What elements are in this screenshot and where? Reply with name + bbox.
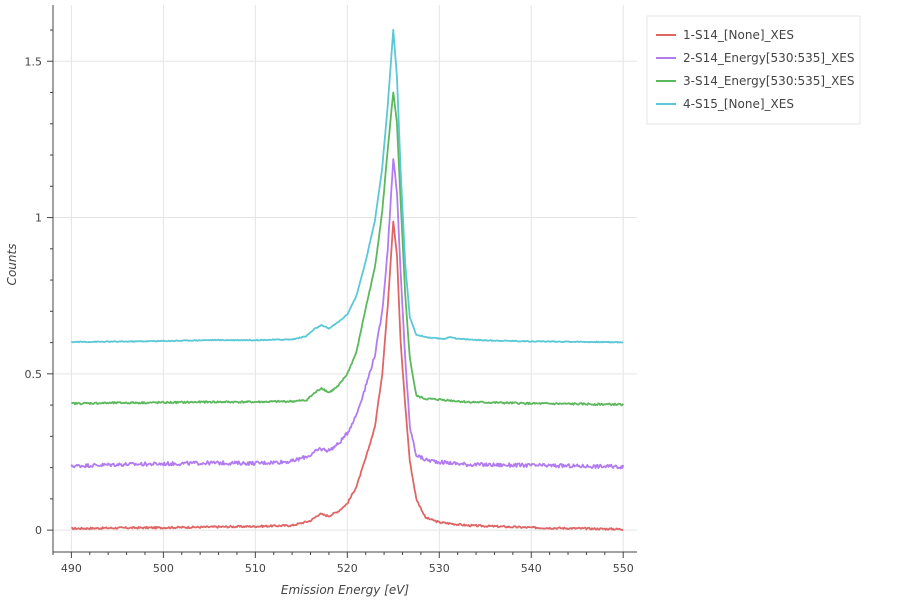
x-tick-label: 500 [153, 562, 174, 575]
series-line-2 [70, 158, 625, 470]
legend-entry: 3-S14_Energy[530:535]_XES [683, 74, 855, 88]
axes [47, 5, 637, 558]
legend: 1-S14_[None]_XES 2-S14_Energy[530:535]_XE… [646, 15, 861, 125]
y-tick-label: 0 [35, 524, 42, 537]
legend-entry: 4-S15_[None]_XES [683, 97, 794, 111]
y-tick-label: 1 [35, 212, 42, 225]
x-tick-label: 530 [429, 562, 450, 575]
series-line-1 [71, 220, 624, 531]
tick-labels: 490 500 510 520 530 540 550 0 0.5 1 1.5 [25, 55, 634, 575]
x-tick-label: 510 [245, 562, 266, 575]
series-line-4 [70, 28, 624, 344]
y-axis-label: Counts [5, 244, 19, 286]
x-tick-label: 490 [61, 562, 82, 575]
y-tick-label: 0.5 [25, 368, 43, 381]
series-line-3 [71, 91, 624, 407]
series-group [70, 28, 625, 531]
x-axis-label: Emission Energy [eV] [281, 583, 410, 597]
legend-entry: 2-S14_Energy[530:535]_XES [683, 51, 855, 65]
y-tick-label: 1.5 [25, 55, 43, 68]
legend-entry: 1-S14_[None]_XES [683, 28, 794, 42]
legend-box [646, 15, 861, 125]
grid [53, 5, 637, 552]
x-tick-label: 540 [521, 562, 542, 575]
x-tick-label: 550 [613, 562, 634, 575]
x-tick-label: 520 [337, 562, 358, 575]
